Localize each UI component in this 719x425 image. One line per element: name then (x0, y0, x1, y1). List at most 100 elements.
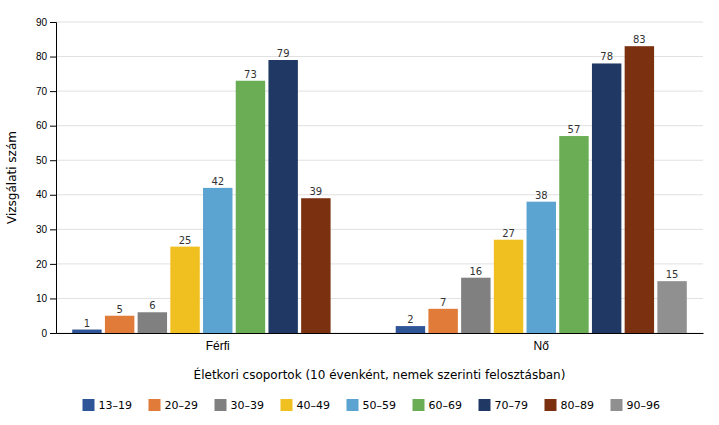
tick-label: Férfi (206, 339, 230, 353)
bar (396, 326, 425, 333)
tick: 30 (36, 224, 56, 235)
legend-entry: 90–96 (611, 399, 661, 412)
data-label: 1 (84, 318, 90, 329)
data-label: 27 (502, 228, 515, 239)
legend-swatch (479, 399, 491, 411)
tick: Nő (534, 339, 550, 353)
bar (494, 240, 523, 333)
grid-line (56, 22, 703, 23)
tick-mark (50, 264, 56, 265)
tick-label: 0 (41, 328, 47, 339)
data-label: 16 (469, 266, 482, 277)
chart: 0102030405060708090FérfiNő12576162527423… (0, 0, 719, 425)
tick: 80 (36, 51, 56, 62)
bar (559, 136, 588, 333)
legend-label: 90–96 (627, 399, 661, 412)
tick: Férfi (206, 339, 230, 353)
data-labels: 12576162527423873577978398315 (84, 34, 679, 328)
legend-swatch (149, 399, 161, 411)
bar (203, 188, 232, 333)
legend-entry: 13–19 (83, 399, 133, 412)
bar (428, 309, 457, 333)
legend-label: 70–79 (495, 399, 529, 412)
bar (592, 63, 621, 333)
tick-mark (50, 229, 56, 230)
tick-label: Nő (534, 339, 550, 353)
bar (527, 202, 556, 333)
tick-label: 40 (36, 189, 48, 200)
data-label: 38 (535, 190, 548, 201)
bars (72, 46, 687, 333)
legend-swatch (611, 399, 623, 411)
tick-mark (50, 160, 56, 161)
x-axis-title: Életkori csoportok (10 évenként, nemek s… (194, 367, 566, 382)
data-label: 42 (211, 176, 224, 187)
tick-label: 70 (36, 86, 48, 97)
tick: 10 (36, 293, 56, 304)
axis-domain (50, 23, 57, 334)
tick-mark (50, 91, 56, 92)
tick: 40 (36, 189, 56, 200)
bar (138, 312, 167, 333)
tick-label: 30 (36, 224, 48, 235)
tick-mark (50, 333, 56, 334)
tick-mark (50, 22, 56, 23)
tick: 90 (36, 17, 56, 28)
bar (72, 330, 101, 333)
legend: 13–19 20–29 30–39 40–49 50–59 60–69 70–79 80–89… (83, 399, 661, 412)
grid (56, 22, 703, 333)
data-label: 2 (407, 314, 413, 325)
legend-entry: 30–39 (215, 399, 265, 412)
bar (657, 281, 686, 333)
legend-label: 20–29 (165, 399, 199, 412)
data-label: 25 (179, 235, 192, 246)
tick-mark (50, 57, 56, 58)
bar (625, 46, 654, 333)
data-label: 6 (149, 300, 155, 311)
y-axis: 0 10 20 30 40 50 60 70 80 90 (36, 17, 57, 339)
legend-entry: 70–79 (479, 399, 529, 412)
data-label: 5 (116, 304, 122, 315)
y-axis-title: Vizsgálati szám (5, 131, 19, 224)
legend-entry: 40–49 (281, 399, 331, 412)
data-label: 39 (309, 186, 322, 197)
bar (236, 81, 265, 333)
legend-entry: 80–89 (545, 399, 595, 412)
axis-domain (57, 333, 704, 334)
tick-label: 20 (36, 259, 48, 270)
bar (105, 316, 134, 333)
tick: 0 (41, 328, 56, 339)
legend-entry: 20–29 (149, 399, 199, 412)
tick: 60 (36, 120, 56, 131)
legend-label: 13–19 (99, 399, 133, 412)
legend-entry: 60–69 (413, 399, 463, 412)
data-label: 79 (277, 48, 290, 59)
tick-label: 90 (36, 17, 48, 28)
tick: 50 (36, 155, 56, 166)
bar (461, 278, 490, 333)
legend-swatch (215, 399, 227, 411)
legend-label: 30–39 (231, 399, 265, 412)
legend-swatch (347, 399, 359, 411)
legend-swatch (413, 399, 425, 411)
legend-label: 40–49 (297, 399, 331, 412)
tick-label: 10 (36, 293, 48, 304)
tick: 70 (36, 86, 56, 97)
tick: 20 (36, 259, 56, 270)
legend-label: 80–89 (561, 399, 595, 412)
legend-swatch (281, 399, 293, 411)
legend-swatch (545, 399, 557, 411)
bar (170, 247, 199, 333)
legend-label: 60–69 (429, 399, 463, 412)
bar (268, 60, 297, 333)
data-label: 83 (633, 34, 646, 45)
legend-label: 50–59 (363, 399, 397, 412)
plot: 0102030405060708090FérfiNő12576162527423… (36, 17, 704, 353)
tick-label: 50 (36, 155, 48, 166)
tick-label: 60 (36, 120, 48, 131)
data-label: 7 (440, 297, 446, 308)
data-label: 73 (244, 69, 257, 80)
data-label: 78 (600, 51, 613, 62)
tick-mark (50, 298, 56, 299)
tick-mark (50, 195, 56, 196)
